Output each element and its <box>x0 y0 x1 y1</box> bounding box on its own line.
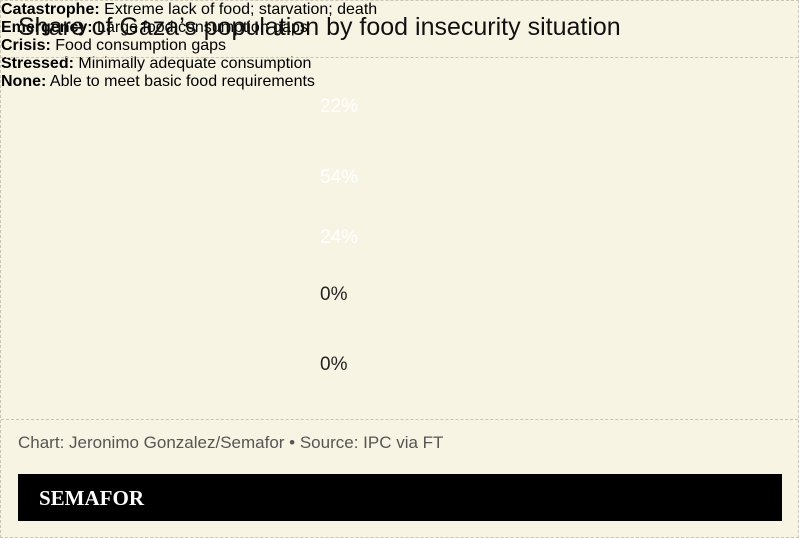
category-description: Able to meet basic food requirements <box>49 73 315 90</box>
category-name: None: <box>1 73 47 90</box>
category-label: Crisis: Food consumption gaps <box>1 37 798 55</box>
category-name: Crisis: <box>1 37 51 54</box>
value-label: 22% <box>320 96 359 117</box>
category-name: Stressed: <box>1 55 74 72</box>
category-description: Large food consumption gaps <box>97 19 308 36</box>
value-label: 54% <box>320 167 359 188</box>
value-label: 0% <box>320 284 348 305</box>
category-label: None: Able to meet basic food requiremen… <box>1 73 798 91</box>
category-label: Catastrophe: Extreme lack of food; starv… <box>1 1 798 19</box>
divider <box>1 57 798 58</box>
category-label: Stressed: Minimally adequate consumption <box>1 55 798 73</box>
value-label: 24% <box>320 227 359 248</box>
category-name: Catastrophe: <box>1 1 100 18</box>
category-name: Emergency: <box>1 19 93 36</box>
brand-logo: SEMAFOR <box>39 486 144 510</box>
category-description: Food consumption gaps <box>55 37 227 54</box>
category-description: Minimally adequate consumption <box>78 55 312 72</box>
category-label: Emergency: Large food consumption gaps <box>1 19 798 37</box>
value-label: 0% <box>320 354 348 375</box>
source-note: Chart: Jeronimo Gonzalez/Semafor • Sourc… <box>18 433 444 452</box>
category-description: Extreme lack of food; starvation; death <box>104 1 378 18</box>
chart-title: Share of Gaza’s population by food insec… <box>18 13 621 41</box>
brand-bar: SEMAFOR <box>18 474 782 521</box>
divider <box>1 419 798 420</box>
